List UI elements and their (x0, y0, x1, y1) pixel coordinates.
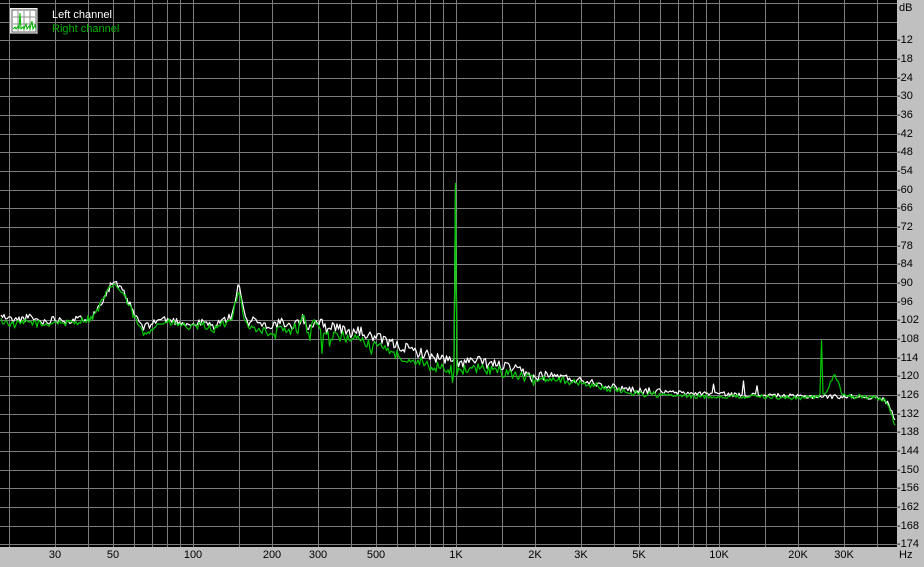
x-axis-label: 3K (574, 549, 588, 561)
spectrum-plot (0, 0, 897, 547)
x-axis-unit-label: Hz (899, 549, 913, 561)
y-axis-label: -24 (897, 72, 913, 84)
x-axis-label: 50 (106, 549, 120, 561)
y-axis-label: -138 (897, 426, 920, 438)
x-axis-label: 1K (449, 549, 463, 561)
x-axis-label: 5K (632, 549, 646, 561)
y-axis-label: -78 (897, 240, 913, 252)
x-axis-label: 20K (788, 549, 808, 561)
x-axis-label: 500 (366, 549, 386, 561)
y-axis-label: -42 (897, 128, 913, 140)
y-axis-label: -168 (897, 520, 920, 532)
y-axis-label: -102 (897, 314, 920, 326)
y-axis-label: -108 (897, 333, 920, 345)
x-axis-label: 30 (48, 549, 62, 561)
x-axis-label: 2K (528, 549, 542, 561)
x-axis-label: 100 (183, 549, 203, 561)
x-axis-label: 30K (834, 549, 854, 561)
y-axis-label: -150 (897, 464, 920, 476)
y-axis-label: -12 (897, 34, 913, 46)
trace-right-channel (0, 182, 896, 426)
x-axis-label: 200 (262, 549, 282, 561)
y-axis-label: -18 (897, 53, 913, 65)
legend-right-channel-label: Right channel (52, 23, 120, 35)
y-axis-label: -96 (897, 296, 913, 308)
y-axis-label: -126 (897, 389, 920, 401)
y-axis-label: -84 (897, 258, 913, 270)
y-axis-label: -156 (897, 482, 920, 494)
y-axis-label: -54 (897, 165, 913, 177)
y-axis-label: -72 (897, 221, 913, 233)
y-axis-unit-label: dB (899, 2, 913, 14)
y-axis-label: -36 (897, 109, 913, 121)
legend-left-channel-label: Left channel (52, 9, 112, 21)
y-axis-label: -120 (897, 370, 920, 382)
y-axis-label: -30 (897, 90, 913, 102)
y-axis-label: -66 (897, 202, 913, 214)
y-axis-label: -162 (897, 501, 920, 513)
trace-left-channel (0, 184, 896, 421)
y-axis-label: -114 (897, 352, 919, 364)
x-axis-label: 300 (308, 549, 328, 561)
y-axis-label: -174 (897, 538, 920, 550)
spectrum-thumbnail-icon (10, 8, 38, 34)
y-axis-label: -132 (897, 408, 920, 420)
y-axis-label: -144 (897, 445, 920, 457)
y-axis-label: -48 (897, 146, 913, 158)
legend: Left channel Right channel (10, 8, 119, 36)
x-axis-label: 10K (709, 549, 729, 561)
y-axis-label: -90 (897, 277, 913, 289)
y-axis-label: -60 (897, 184, 913, 196)
